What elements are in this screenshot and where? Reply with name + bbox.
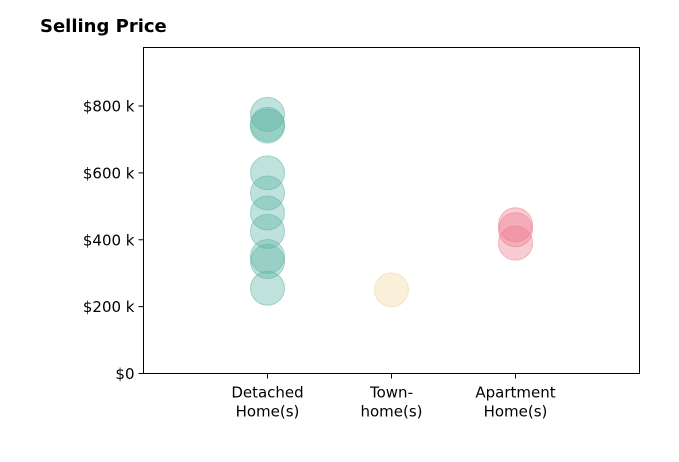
data-point — [250, 243, 285, 279]
plot-frame — [143, 47, 640, 374]
y-tick-label: $0 — [115, 365, 134, 383]
x-tick-label: Town-home(s) — [360, 384, 422, 421]
data-point — [374, 272, 409, 308]
chart-title: Selling Price — [40, 16, 167, 37]
data-point — [498, 207, 533, 243]
x-tick-label: Apartment Home(s) — [475, 384, 555, 421]
data-point — [250, 270, 285, 306]
data-point — [250, 238, 285, 274]
x-tick-label: Detached Home(s) — [231, 384, 303, 421]
data-point — [250, 108, 285, 144]
y-axis: $0 $200 k $400 k $600 k $800 k — [83, 98, 144, 383]
data-point — [250, 96, 285, 132]
data-point — [498, 212, 533, 248]
y-tick-label: $400 k — [83, 231, 135, 249]
y-tick-label: $200 k — [83, 298, 135, 316]
y-tick-label: $800 k — [83, 98, 135, 116]
data-point — [250, 155, 285, 191]
data-point — [250, 213, 285, 249]
x-axis: Detached Home(s) Town-home(s) Apartment Home… — [231, 373, 556, 421]
data-point — [498, 225, 533, 261]
y-tick-label: $600 k — [83, 164, 135, 182]
points-layer — [250, 96, 533, 308]
data-point — [250, 175, 285, 211]
data-point — [250, 195, 285, 231]
